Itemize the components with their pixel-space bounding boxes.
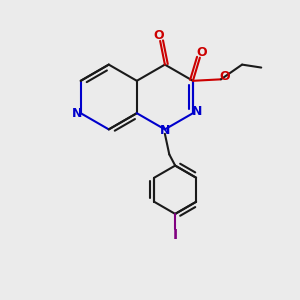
Text: N: N [72, 107, 82, 120]
Text: N: N [160, 124, 170, 137]
Text: O: O [219, 70, 230, 83]
Text: O: O [153, 29, 164, 42]
Text: N: N [192, 105, 203, 118]
Text: O: O [196, 46, 207, 59]
Text: I: I [172, 228, 178, 242]
